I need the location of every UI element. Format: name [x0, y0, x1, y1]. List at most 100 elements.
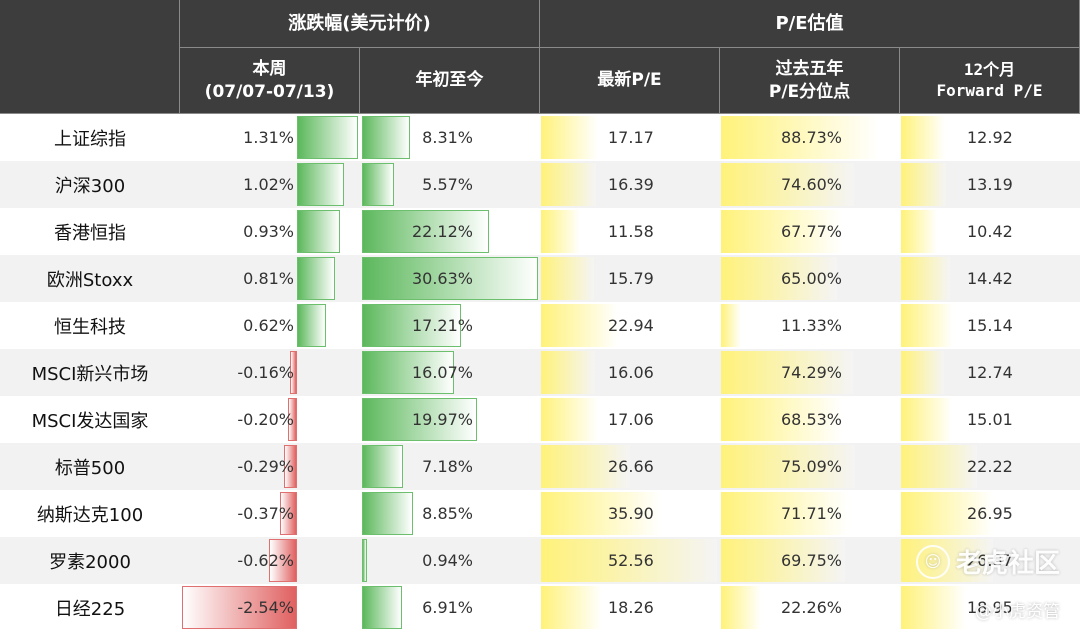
ytd-change-bar — [362, 116, 410, 159]
week-change-bar — [268, 539, 297, 582]
percentile-bar — [721, 257, 837, 300]
forward-pe-bar — [901, 163, 947, 206]
ytd-change-bar — [362, 163, 394, 206]
forward-pe-value: 13.19 — [967, 175, 1013, 194]
index-name: 日经225 — [54, 598, 126, 620]
ytd-change-bar — [362, 257, 538, 300]
index-name: 纳斯达克100 — [36, 504, 144, 526]
index-name: 上证综指 — [54, 128, 126, 150]
percentile-value: 65.00% — [781, 269, 843, 288]
percentile-bar — [721, 398, 843, 441]
forward-pe-bar — [901, 210, 937, 253]
ytd-change-value: 8.31% — [422, 128, 473, 147]
pe-bar — [541, 586, 603, 629]
percentile-bar — [721, 586, 761, 629]
header-group-change: 涨跌幅(美元计价) — [180, 0, 540, 48]
ytd-change-value: 16.07% — [411, 363, 473, 382]
percentile-value: 69.75% — [781, 551, 843, 570]
forward-pe-bar — [901, 445, 977, 488]
percentile-value: 88.73% — [781, 128, 843, 147]
forward-pe-bar — [901, 257, 951, 300]
pe-bar — [541, 492, 662, 535]
ytd-change-value: 17.21% — [411, 316, 473, 335]
pe-bar — [541, 398, 599, 441]
pe-bar — [541, 210, 580, 253]
index-name: 香港恒指 — [54, 222, 126, 244]
watermark-text: 老虎社区 — [955, 549, 1060, 579]
forward-pe-value: 12.92 — [967, 128, 1013, 147]
percentile-bar — [721, 163, 854, 206]
table-row: 日经225 -2.54% 6.91% 18.26 22.26% 18.95 — [0, 584, 1080, 631]
table-row: 纳斯达克100 -0.37% 8.85% 35.90 71.71% 26.95 — [0, 490, 1080, 537]
week-change-bar — [280, 492, 297, 535]
forward-pe-bar — [901, 586, 966, 629]
ytd-change-bar — [362, 304, 461, 347]
forward-pe-value: 26.87 — [967, 551, 1013, 570]
percentile-bar — [721, 539, 846, 582]
watermark: ☺ 老虎社区 — [915, 543, 1060, 580]
table-row: 沪深300 1.02% 5.57% 16.39 74.60% 13.19 — [0, 161, 1080, 208]
forward-pe-bar — [901, 304, 953, 347]
header-corner — [0, 0, 180, 114]
forward-pe-value: 22.22 — [967, 457, 1013, 476]
index-name: MSCI新兴市场 — [31, 363, 149, 385]
forward-pe-value: 18.95 — [967, 598, 1013, 617]
percentile-bar — [721, 351, 854, 394]
ytd-change-value: 30.63% — [411, 269, 473, 288]
pe-bar — [541, 257, 594, 300]
pe-value: 22.94 — [608, 316, 654, 335]
index-name: 恒生科技 — [54, 316, 126, 338]
week-change-value: -0.29% — [237, 457, 294, 476]
week-change-bar — [297, 163, 345, 206]
header-col-week: 本周 (07/07-07/13) — [180, 48, 360, 114]
pe-value: 17.06 — [608, 410, 654, 429]
ytd-change-value: 22.12% — [411, 222, 473, 241]
ytd-change-bar — [362, 445, 404, 488]
table-row: 恒生科技 0.62% 17.21% 22.94 11.33% 15.14 — [0, 302, 1080, 349]
pe-bar — [541, 351, 595, 394]
ytd-change-value: 6.91% — [422, 598, 473, 617]
ytd-change-value: 0.94% — [422, 551, 473, 570]
pe-value: 11.58 — [608, 222, 654, 241]
percentile-value: 71.71% — [781, 504, 843, 523]
index-name: 欧洲Stoxx — [46, 269, 134, 291]
pe-value: 18.26 — [608, 598, 654, 617]
week-change-value: -0.37% — [237, 504, 294, 523]
percentile-value: 74.29% — [781, 363, 843, 382]
pe-value: 17.17 — [608, 128, 654, 147]
table-row: 上证综指 1.31% 8.31% 17.17 88.73% 12.92 — [0, 114, 1080, 161]
week-change-value: 0.81% — [243, 269, 294, 288]
week-change-value: 1.31% — [243, 128, 294, 147]
pe-value: 16.06 — [608, 363, 654, 382]
table-row: MSCI发达国家 -0.20% 19.97% 17.06 68.53% 15.01 — [0, 396, 1080, 443]
pe-bar — [541, 445, 631, 488]
forward-pe-value: 15.14 — [967, 316, 1013, 335]
forward-pe-bar — [901, 116, 946, 159]
watermark-subtext: @小虎资管 — [975, 602, 1060, 622]
pe-bar — [541, 116, 599, 159]
ytd-change-bar — [362, 398, 477, 441]
week-change-value: 1.02% — [243, 175, 294, 194]
pe-value: 35.90 — [608, 504, 654, 523]
index-name: 标普500 — [54, 457, 126, 479]
percentile-bar — [721, 116, 879, 159]
ytd-change-bar — [362, 210, 490, 253]
week-change-bar — [297, 210, 341, 253]
table-row: 欧洲Stoxx 0.81% 30.63% 15.79 65.00% 14.42 — [0, 255, 1080, 302]
percentile-value: 67.77% — [781, 222, 843, 241]
week-change-value: 0.62% — [243, 316, 294, 335]
week-change-value: -0.20% — [237, 410, 294, 429]
percentile-bar — [721, 210, 842, 253]
ytd-change-bar — [362, 351, 455, 394]
index-name: 沪深300 — [54, 175, 126, 197]
week-change-bar — [297, 116, 358, 159]
table-row: 标普500 -0.29% 7.18% 26.66 75.09% 22.22 — [0, 443, 1080, 490]
ytd-change-value: 7.18% — [422, 457, 473, 476]
pe-value: 15.79 — [608, 269, 654, 288]
index-name: MSCI发达国家 — [31, 410, 149, 432]
percentile-bar — [721, 304, 742, 347]
forward-pe-value: 10.42 — [967, 222, 1013, 241]
pe-bar — [541, 304, 618, 347]
week-change-value: -2.54% — [237, 598, 294, 617]
percentile-value: 11.33% — [781, 316, 843, 335]
